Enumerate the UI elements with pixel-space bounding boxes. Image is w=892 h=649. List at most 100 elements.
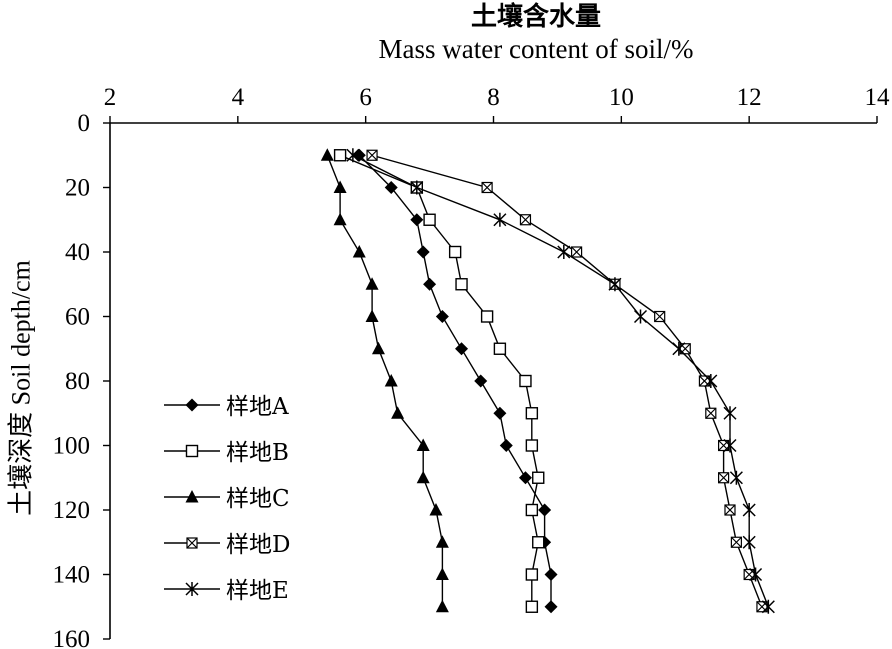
data-point	[493, 406, 507, 420]
xsquare-marker-cross	[366, 149, 378, 161]
data-point	[185, 582, 199, 596]
diamond-marker	[544, 600, 558, 614]
asterisk-marker	[749, 567, 763, 582]
data-point	[705, 407, 717, 419]
diamond-marker	[185, 398, 199, 412]
triangle-marker	[352, 245, 366, 258]
triangle-marker	[371, 341, 385, 355]
data-point	[455, 278, 468, 291]
triangle-marker	[416, 470, 430, 484]
data-point	[320, 148, 334, 161]
xsquare-marker-cross	[571, 246, 583, 258]
square-marker	[525, 568, 539, 581]
data-point	[518, 471, 532, 485]
diamond-marker	[384, 181, 398, 194]
data-point	[435, 310, 449, 323]
y-tick-label: 0	[78, 110, 91, 137]
xsquare-marker-cross	[186, 537, 198, 549]
data-point	[723, 406, 737, 421]
y-tick-label: 120	[53, 497, 91, 524]
triangle-marker	[365, 277, 379, 290]
data-point	[672, 341, 686, 356]
data-point	[761, 599, 775, 614]
square-marker	[525, 600, 539, 613]
diamond-marker	[455, 342, 469, 356]
data-point	[185, 490, 199, 503]
data-point	[185, 398, 199, 412]
data-point	[384, 181, 398, 194]
asterisk-marker	[729, 470, 743, 485]
legend-label: 样地A	[226, 394, 289, 420]
xsquare-marker-cross	[718, 472, 730, 484]
data-point	[352, 245, 366, 258]
xsquare-marker-cross	[520, 214, 531, 226]
asterisk-marker	[185, 582, 199, 596]
data-point	[723, 438, 737, 453]
data-point	[365, 309, 379, 322]
square-marker	[493, 342, 507, 355]
data-point	[742, 503, 756, 517]
data-point	[538, 503, 552, 517]
diamond-marker	[416, 245, 430, 259]
data-point	[371, 341, 385, 355]
data-point	[525, 568, 539, 581]
data-point	[423, 213, 436, 226]
diamond-marker	[423, 277, 437, 291]
x-tick-label: 4	[232, 84, 245, 111]
data-point	[525, 503, 539, 517]
data-point	[544, 568, 558, 581]
square-marker	[448, 245, 462, 259]
triangle-marker	[435, 599, 449, 613]
xsquare-marker-cross	[724, 504, 736, 516]
square-marker	[519, 374, 532, 388]
square-marker	[532, 471, 545, 484]
data-point	[416, 438, 430, 451]
square-marker	[423, 213, 436, 226]
asterisk-marker	[723, 406, 737, 421]
data-point	[333, 149, 347, 162]
series-line	[339, 154, 539, 607]
legend-item: 样地A	[164, 394, 289, 420]
asterisk-marker	[742, 535, 756, 550]
data-point	[480, 310, 494, 323]
data-point	[365, 277, 379, 290]
square-marker	[532, 536, 545, 549]
data-point	[416, 470, 430, 484]
data-point	[455, 342, 469, 356]
data-point	[525, 407, 539, 420]
asterisk-marker	[633, 309, 648, 324]
data-point	[730, 536, 742, 548]
data-point	[704, 374, 718, 388]
data-point	[435, 567, 449, 580]
xsquare-marker-cross	[730, 536, 742, 548]
legend-label: 样地C	[226, 486, 290, 512]
x-tick-label: 10	[609, 84, 634, 111]
y-tick-label: 80	[65, 368, 90, 395]
triangle-marker	[429, 503, 443, 516]
square-marker	[525, 439, 539, 452]
data-point	[366, 149, 378, 161]
x-tick-label: 8	[487, 84, 500, 111]
y-tick-label: 20	[65, 175, 90, 202]
series-1	[352, 148, 558, 614]
legend-label: 样地B	[226, 440, 289, 466]
data-point	[435, 535, 449, 548]
data-point	[185, 444, 199, 458]
asterisk-marker	[493, 212, 507, 227]
triangle-marker	[185, 490, 199, 503]
data-point	[742, 535, 756, 550]
asterisk-marker	[608, 277, 622, 292]
data-point	[429, 503, 443, 516]
x-tick-label: 12	[737, 84, 762, 111]
legend-item: 样地C	[164, 486, 290, 512]
series-3	[320, 148, 449, 613]
data-point	[410, 213, 424, 227]
data-point	[544, 600, 558, 614]
square-marker	[185, 444, 199, 458]
data-point	[391, 406, 405, 419]
xsquare-marker-cross	[654, 311, 666, 322]
legend-item: 样地B	[164, 440, 289, 466]
data-point	[729, 470, 743, 485]
diamond-marker	[538, 503, 552, 517]
triangle-marker	[435, 567, 449, 580]
